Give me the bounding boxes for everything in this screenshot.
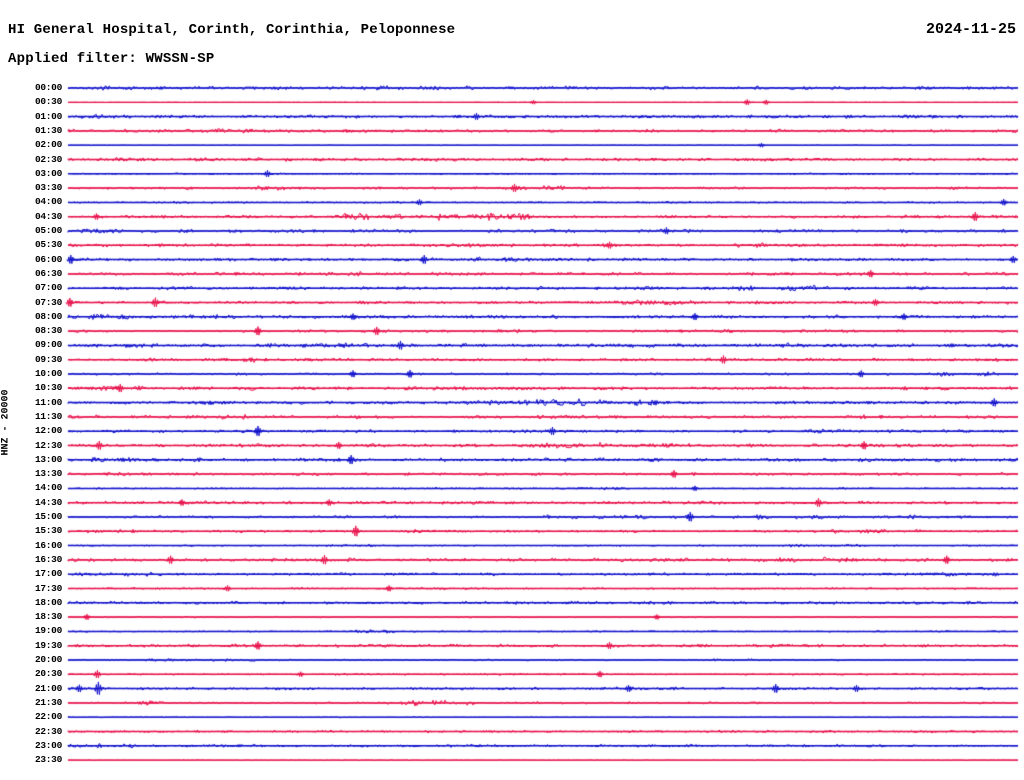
time-label: 06:00 <box>34 253 62 265</box>
time-label: 23:30 <box>34 754 62 766</box>
time-label: 07:30 <box>34 296 62 308</box>
time-label: 13:30 <box>34 468 62 480</box>
time-axis: 00:00 00:30 01:00 01:30 02:00 02:30 03:00 03:30… <box>0 0 63 780</box>
time-label: 08:00 <box>34 310 62 322</box>
time-label: 01:30 <box>34 124 62 136</box>
time-label: 06:30 <box>34 267 62 279</box>
time-label: 16:00 <box>34 539 62 551</box>
time-label: 03:30 <box>34 182 62 194</box>
time-label: 14:00 <box>34 482 62 494</box>
time-label: 22:30 <box>34 725 62 737</box>
time-label: 17:30 <box>34 582 62 594</box>
time-label: 05:00 <box>34 225 62 236</box>
time-label: 04:30 <box>34 210 62 222</box>
time-label: 19:30 <box>34 639 62 651</box>
time-label: 00:00 <box>34 82 62 93</box>
time-label: 18:30 <box>34 611 62 623</box>
time-label: 21:30 <box>34 696 62 708</box>
time-label: 02:30 <box>34 153 62 165</box>
time-label: 13:00 <box>34 453 62 465</box>
time-label: 14:30 <box>34 496 62 508</box>
time-label: 00:30 <box>34 96 62 108</box>
time-label: 22:00 <box>34 711 62 723</box>
time-label: 10:00 <box>34 368 62 379</box>
time-label: 11:30 <box>34 410 62 422</box>
time-label: 21:00 <box>34 682 62 694</box>
time-label: 09:30 <box>34 353 62 365</box>
time-label: 20:00 <box>34 654 62 665</box>
time-label: 15:00 <box>34 511 62 522</box>
time-label: 17:00 <box>34 568 62 580</box>
time-label: 08:30 <box>34 325 62 337</box>
time-label: 01:00 <box>34 110 62 122</box>
time-label: 23:00 <box>34 739 62 751</box>
time-label: 12:30 <box>34 439 62 451</box>
time-label: 03:00 <box>34 167 62 179</box>
time-label: 16:30 <box>34 553 62 565</box>
time-label: 20:30 <box>34 668 62 680</box>
time-label: 02:00 <box>34 139 62 151</box>
time-label: 11:00 <box>34 396 62 408</box>
time-label: 18:00 <box>34 596 62 608</box>
time-label: 10:30 <box>34 382 62 394</box>
time-label: 07:00 <box>34 282 62 294</box>
time-label: 19:00 <box>34 625 62 637</box>
time-label: 15:30 <box>34 525 62 537</box>
time-label: 04:00 <box>34 196 62 208</box>
time-label: 09:00 <box>34 339 62 351</box>
time-label: 12:00 <box>34 425 62 437</box>
time-label: 05:30 <box>34 239 62 251</box>
